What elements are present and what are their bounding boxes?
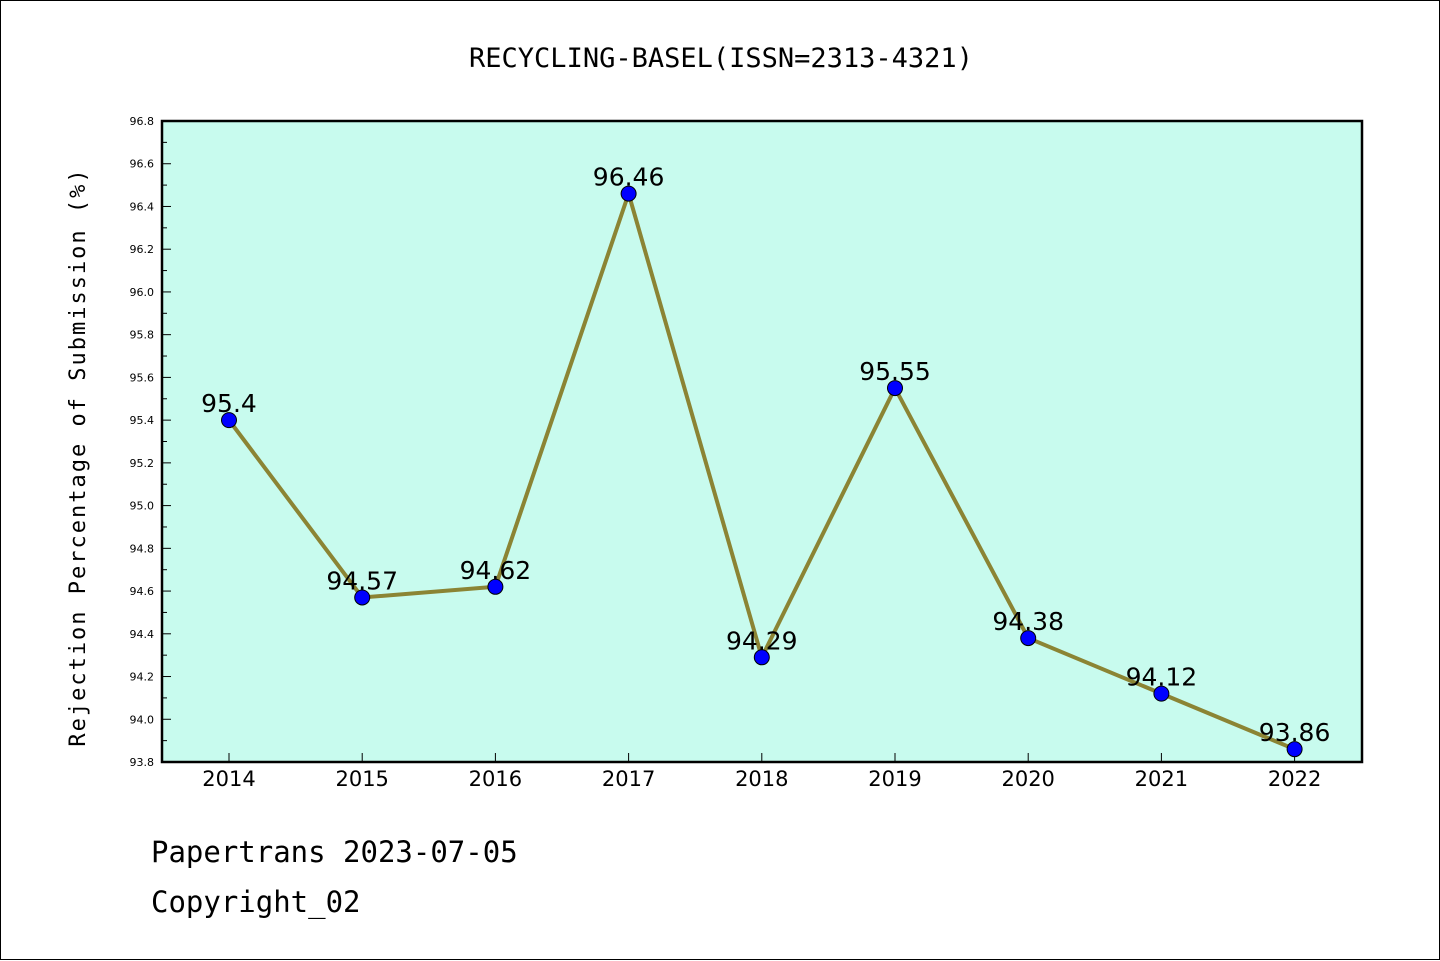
data-point	[620, 185, 637, 202]
x-tick-label: 2020	[1001, 767, 1054, 791]
data-point	[354, 589, 371, 606]
x-axis: 2014 2015 2016 2017 2018 2019 2020 2021 2022	[202, 753, 1321, 791]
data-label: 96.46	[593, 163, 665, 192]
data-label: 94.29	[726, 626, 798, 655]
data-point	[887, 380, 903, 397]
y-axis: 93.8 94.0 94.2 94.4 94.6 94.8 95.0 95.2 95.4 95.6…	[130, 115, 171, 769]
footer-date: Papertrans 2023-07-05	[151, 835, 518, 869]
y-tick-label: 94.4	[130, 628, 155, 641]
data-point	[753, 649, 770, 666]
x-tick-label: 2015	[335, 767, 388, 791]
y-tick-label: 94.0	[130, 713, 155, 726]
data-label: 94.12	[1126, 663, 1198, 692]
x-tick-label: 2019	[868, 767, 921, 791]
x-tick-label: 2022	[1268, 767, 1321, 791]
y-tick-label: 94.6	[130, 585, 155, 598]
x-tick-label: 2014	[202, 767, 255, 791]
y-tick-label: 95.6	[130, 371, 155, 384]
data-label: 95.55	[859, 357, 931, 386]
y-tick-label: 95.2	[130, 457, 155, 470]
data-label: 93.86	[1259, 718, 1331, 747]
y-tick-label: 95.4	[130, 414, 155, 427]
y-tick-label: 96.6	[130, 158, 155, 171]
chart-title: RECYCLING-BASEL(ISSN=2313-4321)	[469, 43, 973, 74]
data-point	[1286, 741, 1303, 758]
footer-copyright: Copyright_02	[151, 885, 361, 919]
y-tick-label: 94.2	[130, 671, 155, 684]
data-point	[1153, 685, 1170, 702]
x-tick-label: 2018	[735, 767, 788, 791]
x-tick-label: 2016	[469, 767, 522, 791]
y-tick-label: 96.4	[130, 200, 155, 213]
data-point	[1020, 630, 1037, 647]
y-axis-label: Rejection Percentage of Submission (%)	[66, 167, 91, 746]
data-label: 94.57	[326, 566, 398, 595]
y-tick-label: 95.0	[130, 500, 155, 513]
data-point	[221, 412, 237, 429]
y-tick-label: 96.0	[130, 286, 155, 299]
y-tick-label: 96.2	[130, 243, 155, 256]
data-labels: 95.4 94.57 94.62 96.46 94.29 95.55 94.38 94.12 9…	[201, 163, 1330, 748]
data-point	[487, 578, 504, 595]
data-label: 94.62	[460, 556, 532, 585]
x-tick-label: 2017	[602, 767, 655, 791]
data-label: 95.4	[201, 389, 257, 418]
y-tick-label: 96.8	[130, 115, 155, 128]
y-tick-label: 95.8	[130, 329, 155, 342]
y-tick-label: 93.8	[130, 756, 155, 769]
data-markers	[221, 185, 1303, 758]
data-label: 94.38	[992, 607, 1064, 636]
x-tick-label: 2021	[1135, 767, 1188, 791]
y-tick-label: 94.8	[130, 542, 155, 555]
